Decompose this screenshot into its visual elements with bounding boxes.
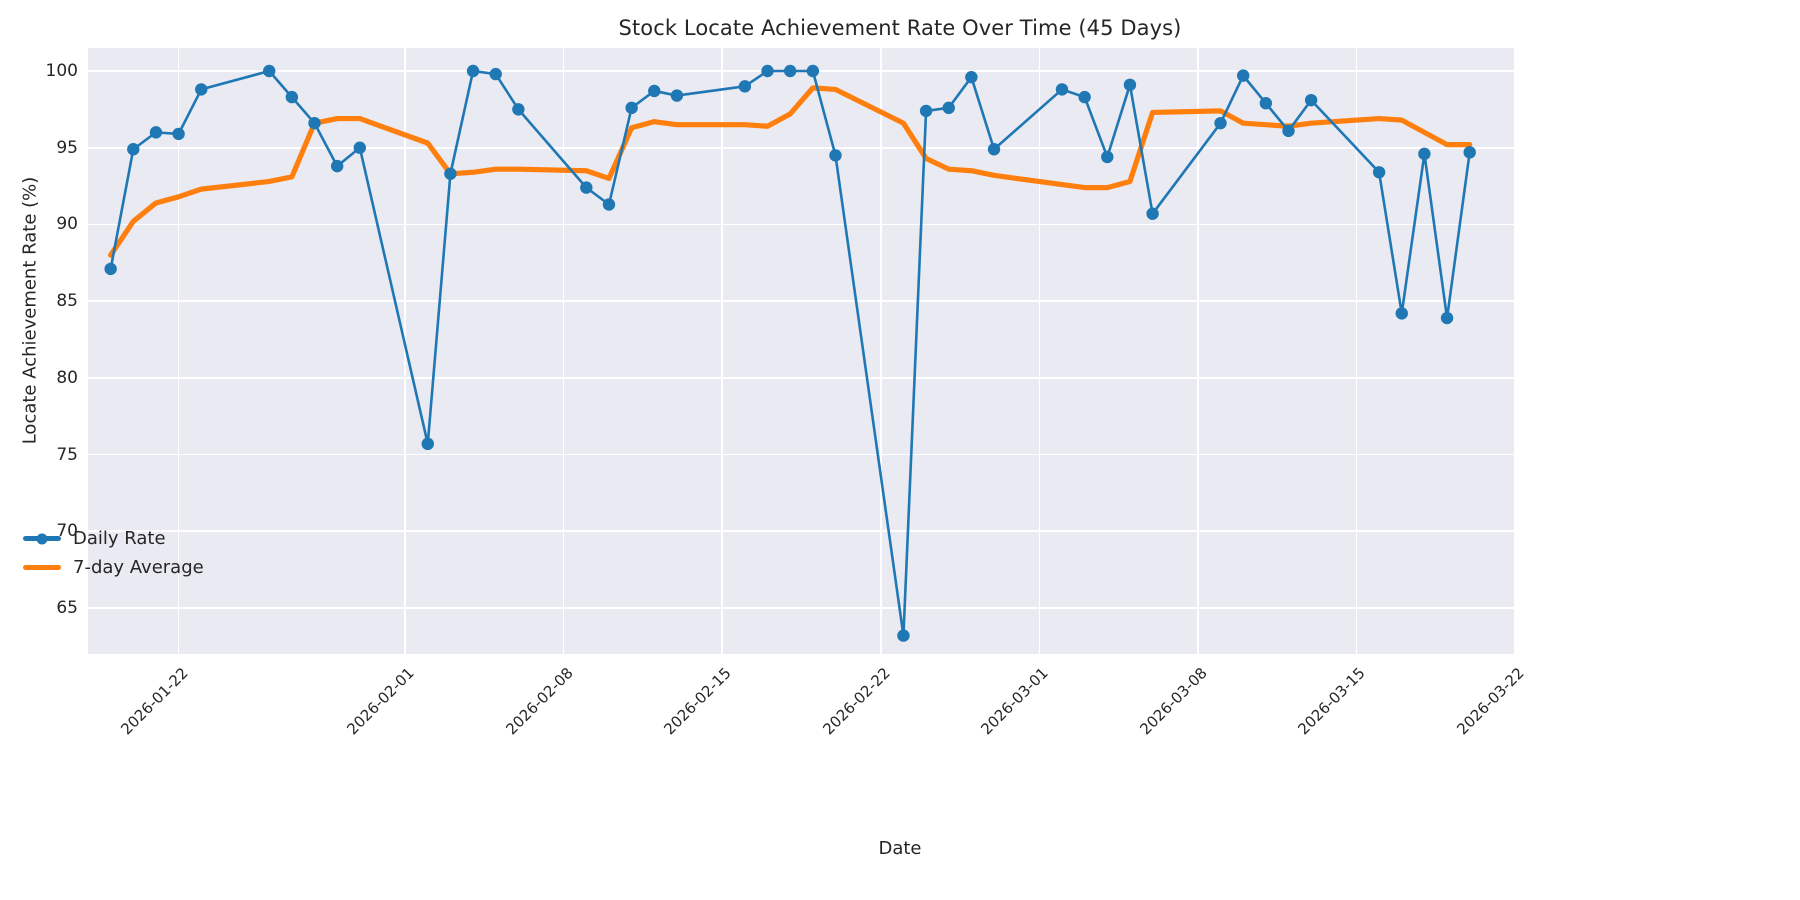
data-point (1236, 69, 1250, 82)
data-point (738, 80, 752, 93)
data-point (466, 64, 480, 78)
x-tick-label: 2026-01-22 (116, 664, 192, 739)
data-point (353, 141, 367, 154)
data-point (761, 64, 774, 78)
data-point (421, 437, 434, 451)
data-point (1055, 83, 1069, 96)
grid-line-vertical (1514, 48, 1516, 654)
data-point (285, 90, 299, 104)
grid-line-horizontal (88, 146, 1515, 149)
data-point (1395, 307, 1408, 320)
y-tick-label: 100 (45, 61, 78, 81)
data-point (1463, 146, 1476, 159)
x-tick-label: 2026-02-01 (343, 664, 418, 739)
data-point (1101, 150, 1114, 164)
data-point (965, 70, 978, 84)
data-point (919, 104, 933, 118)
data-point (806, 64, 820, 78)
plot-area (88, 48, 1516, 654)
data-point (942, 101, 955, 115)
grid-lines (88, 48, 1516, 654)
data-point (1146, 207, 1159, 220)
legend-label-daily-rate: Daily Rate (73, 528, 166, 549)
series-line-7-day-average (108, 85, 1473, 258)
data-point (489, 67, 502, 81)
grid-line-vertical (177, 48, 180, 654)
y-tick-label: 70 (56, 521, 78, 542)
data-point (1214, 116, 1227, 130)
grid-line-horizontal (88, 530, 1515, 533)
data-point (1440, 311, 1454, 325)
data-point (580, 181, 593, 194)
data-point (783, 64, 797, 78)
data-point (602, 198, 616, 211)
legend-swatch-daily-rate (23, 533, 61, 544)
data-point (263, 64, 276, 78)
legend-label-7-day-average: 7-day Average (73, 557, 204, 578)
grid-line-horizontal (88, 377, 1515, 379)
data-point (1123, 78, 1137, 92)
data-point (104, 262, 117, 276)
data-point (1259, 97, 1273, 110)
grid-line-horizontal (88, 223, 1515, 226)
chart-legend: Daily Rate 7-day Average (15, 520, 212, 586)
y-tick-label: 90 (56, 214, 78, 235)
data-point (987, 143, 1001, 156)
grid-line-horizontal (88, 607, 1515, 609)
data-point (149, 126, 163, 139)
data-point (308, 116, 321, 130)
y-tick-label: 80 (56, 367, 78, 388)
data-point (829, 149, 842, 162)
data-point (1078, 90, 1091, 104)
series-line-daily-rate (109, 69, 1471, 637)
data-point (1282, 124, 1295, 138)
data-point (195, 83, 208, 96)
grid-line-vertical (721, 48, 724, 654)
x-tick-label: 2026-02-15 (660, 664, 735, 739)
data-point (444, 167, 457, 180)
legend-item-daily-rate: Daily Rate (23, 524, 204, 553)
x-tick-label: 2026-02-08 (502, 664, 577, 739)
x-tick-label: 2026-03-15 (1294, 664, 1370, 739)
grid-line-horizontal (88, 300, 1515, 302)
chart-lines (104, 64, 1476, 642)
grid-line-horizontal (88, 453, 1515, 456)
grid-line-vertical (562, 48, 565, 654)
data-point (1304, 93, 1318, 107)
data-point (1418, 147, 1431, 161)
legend-item-7-day-average: 7-day Average (23, 553, 204, 582)
x-tick-label: 2026-03-08 (1136, 664, 1211, 739)
series-markers-daily-rate (104, 64, 1476, 642)
grid-line-vertical (1197, 48, 1199, 654)
data-point (670, 89, 684, 102)
grid-line-vertical (404, 48, 406, 654)
grid-line-vertical (1038, 48, 1041, 654)
data-point (897, 629, 910, 642)
x-tick-label: 2026-02-22 (819, 664, 894, 739)
data-point (330, 159, 344, 173)
data-point (127, 143, 140, 156)
x-axis-ticks: 2026-01-22 2026-02-01 2026-02-08 2026-02-15… (0, 664, 1800, 784)
grid-line-vertical (1355, 48, 1358, 654)
grid-line-vertical (879, 48, 882, 654)
legend-swatch-7-day-average (23, 565, 61, 570)
x-axis-label: Date (878, 838, 922, 859)
y-tick-label: 85 (56, 291, 78, 312)
data-point (648, 84, 661, 98)
data-point (172, 127, 185, 141)
y-tick-label: 95 (56, 137, 78, 158)
y-tick-label: 75 (56, 444, 78, 465)
chart-title: Stock Locate Achievement Rate Over Time … (618, 16, 1182, 40)
y-tick-label: 65 (56, 597, 78, 618)
data-point (625, 101, 638, 115)
data-point (512, 103, 525, 116)
x-tick-label: 2026-03-01 (977, 664, 1053, 739)
x-tick-label: 2026-03-22 (1453, 664, 1528, 739)
data-point (1372, 166, 1386, 179)
